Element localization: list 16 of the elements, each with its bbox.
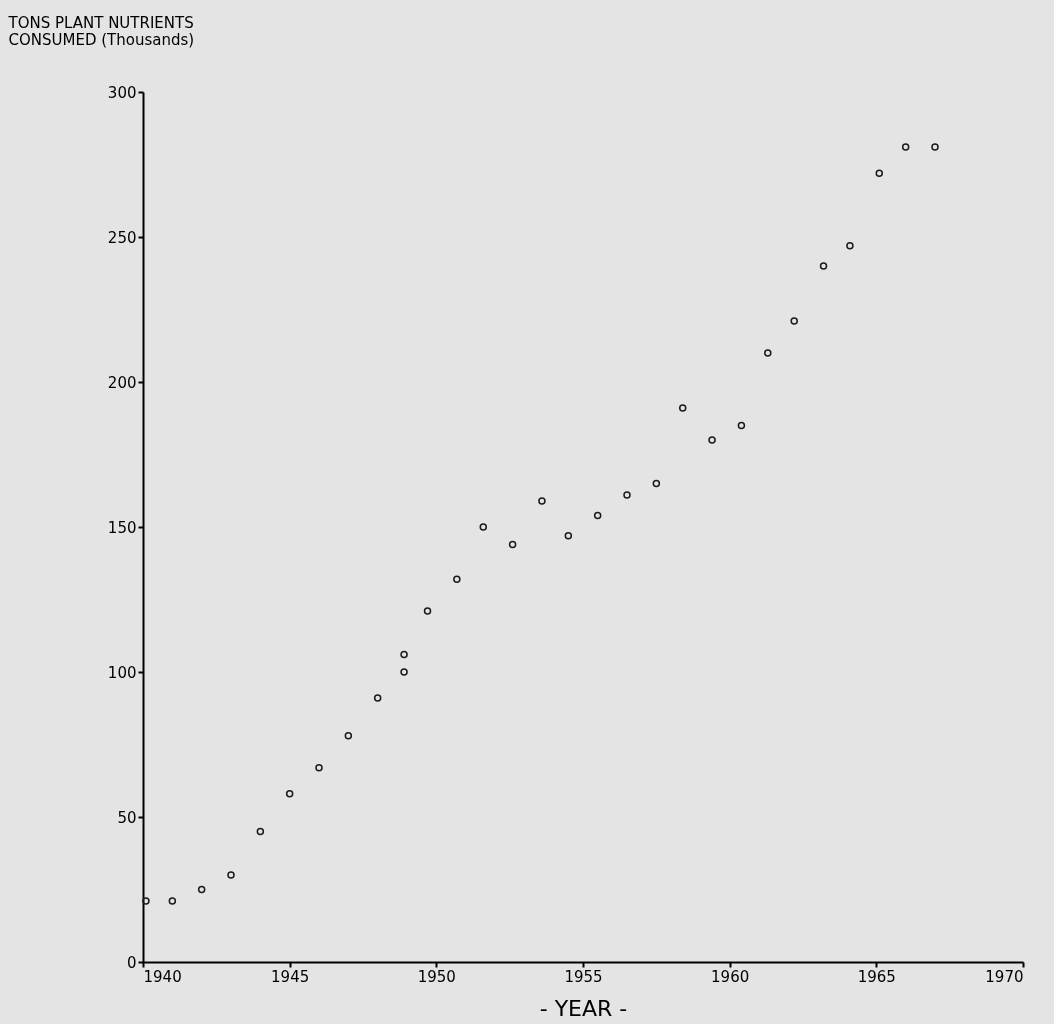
x-tick-label: 1965 — [857, 967, 896, 986]
y-tick-label: 250 — [107, 228, 137, 247]
x-tick-label: 1950 — [417, 967, 456, 986]
x-tick-label: 1955 — [564, 967, 603, 986]
y-tick-label: 50 — [117, 808, 137, 827]
x-tick-label: 1945 — [271, 967, 310, 986]
x-tick-label: 1970 — [985, 967, 1024, 986]
y-tick-label: 200 — [107, 373, 137, 392]
x-axis-title: - YEAR - — [539, 995, 628, 1021]
y-tick-label: 0 — [126, 953, 137, 972]
y-tick-label: 300 — [107, 83, 137, 102]
x-tick-label: 1960 — [711, 967, 750, 986]
x-tick-label: 1940 — [143, 967, 182, 986]
y-axis-title: TONS PLANT NUTRIENTS CONSUMED (Thousands) — [7, 13, 195, 49]
y-tick-label: 100 — [107, 663, 137, 682]
y-tick-label: 150 — [107, 518, 137, 537]
